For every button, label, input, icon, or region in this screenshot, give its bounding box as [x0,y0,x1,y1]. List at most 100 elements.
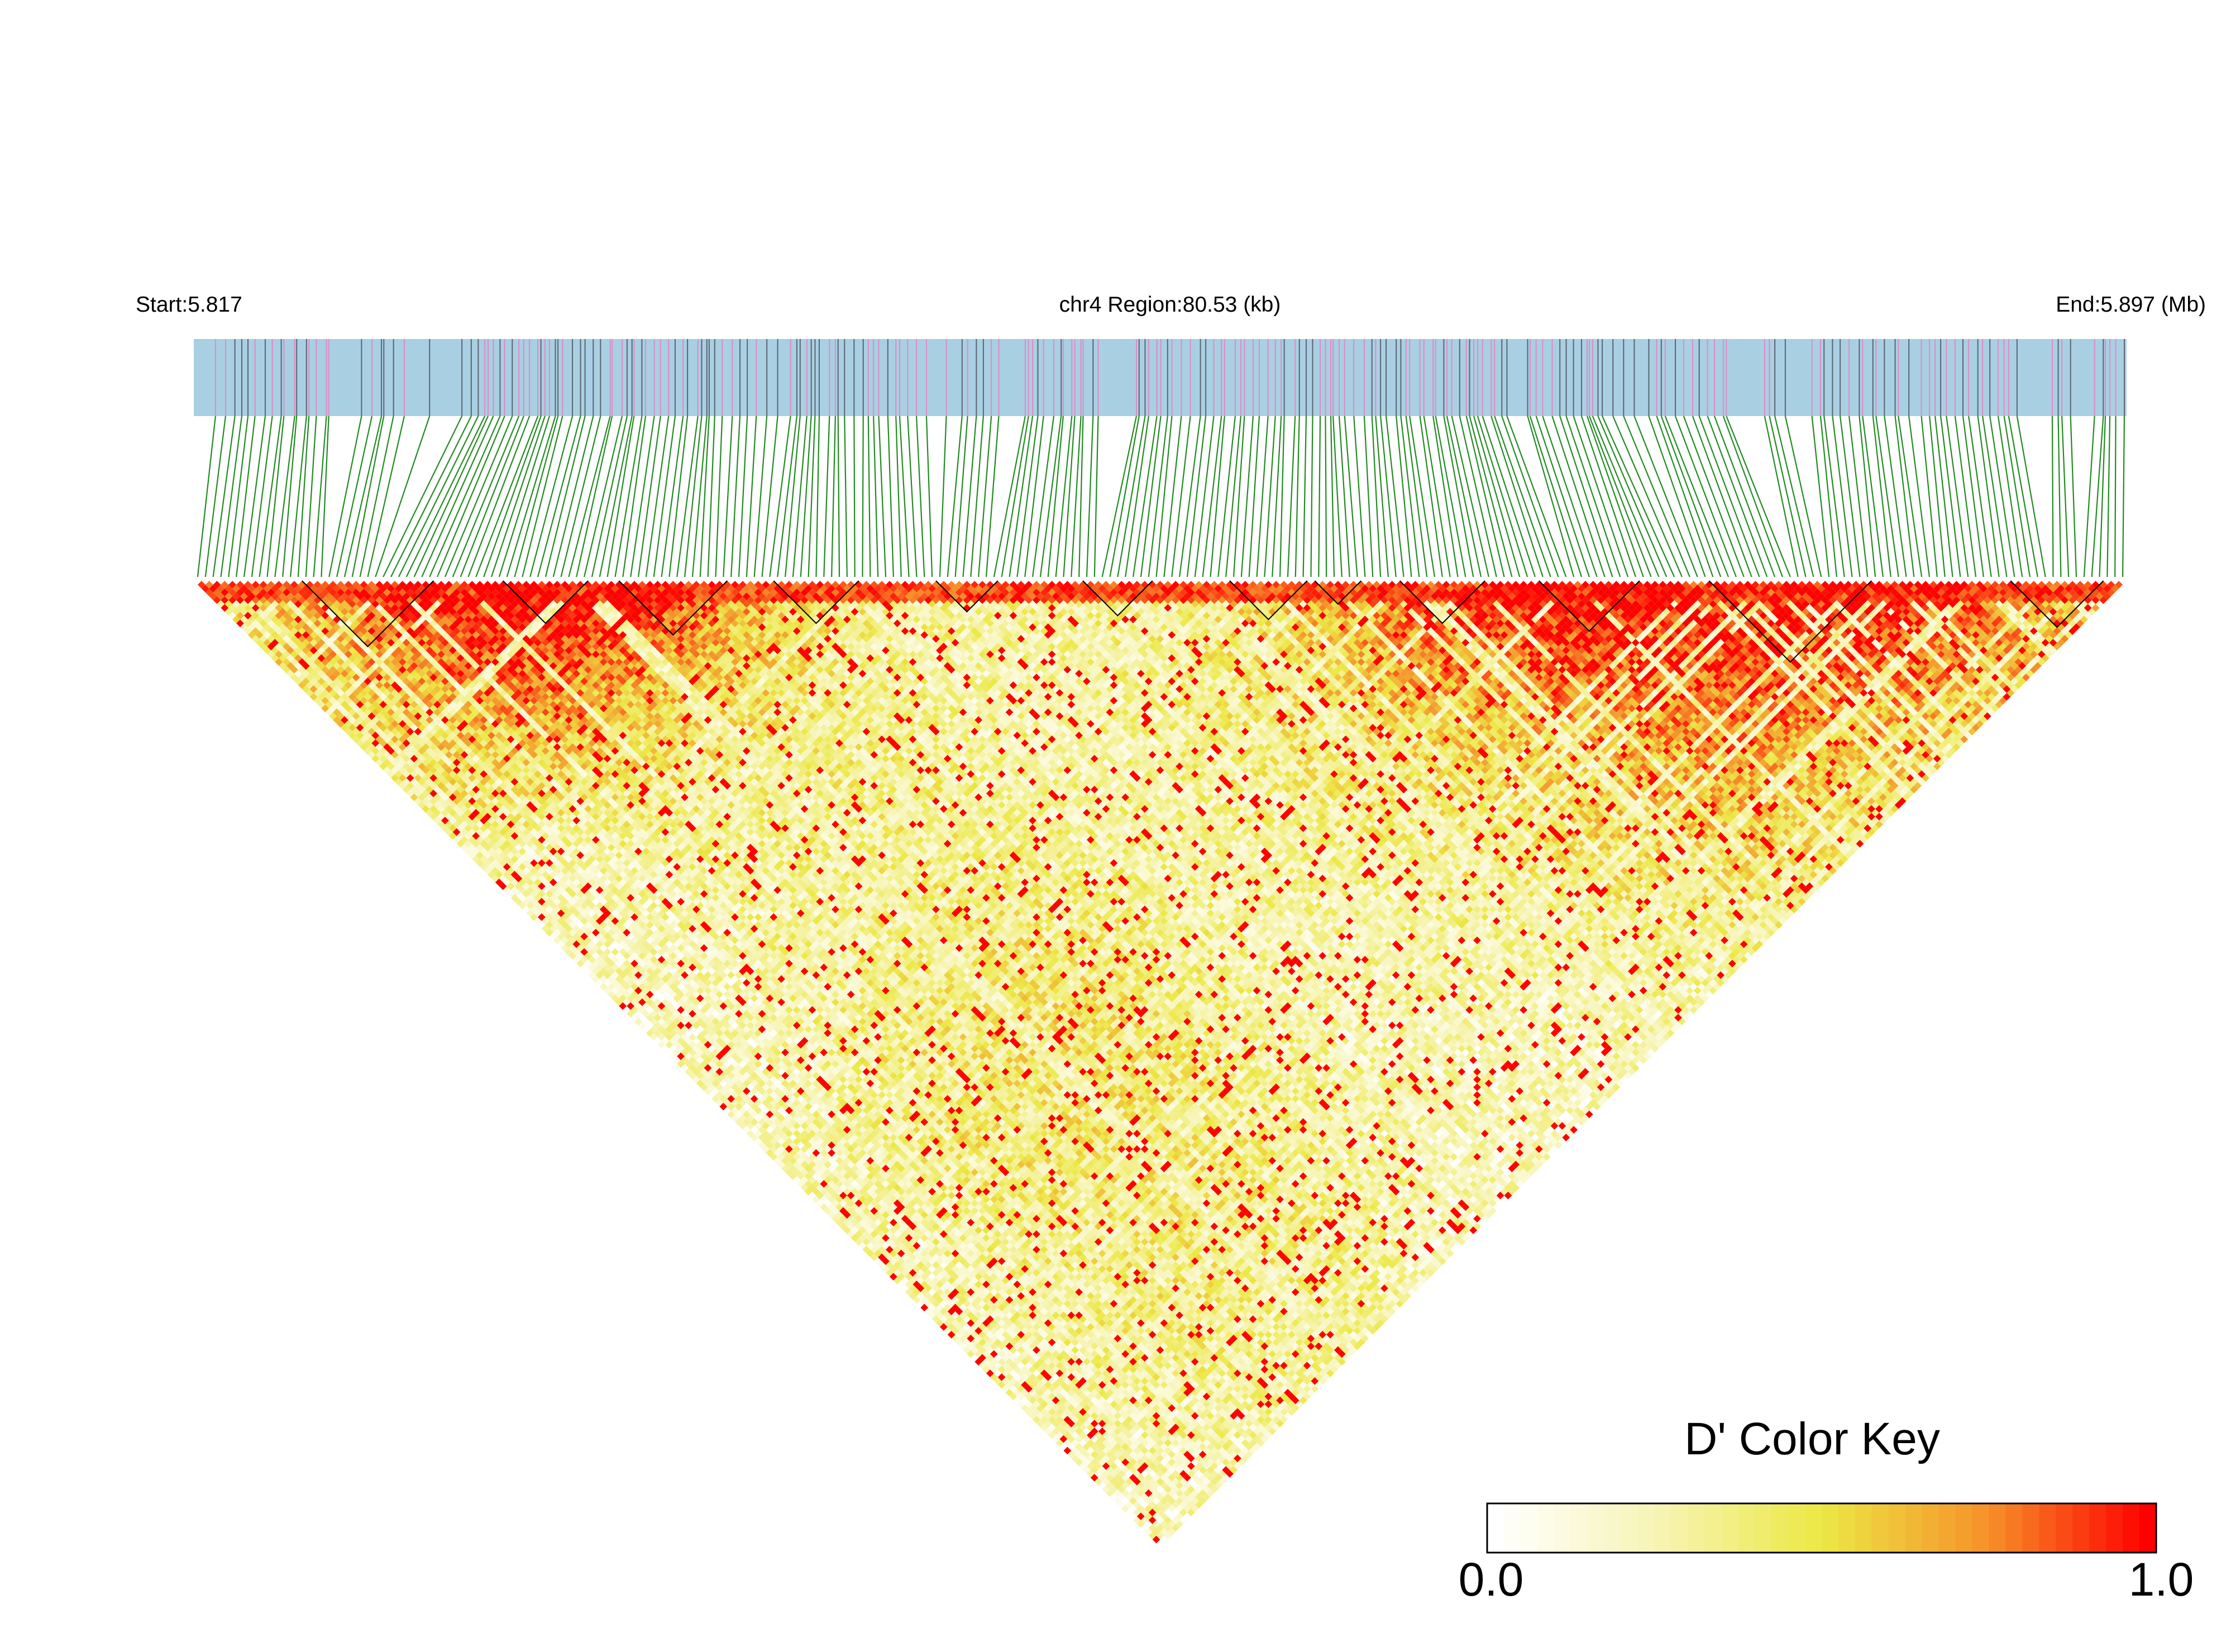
snp-connector-line [592,416,627,577]
snp-connector-line [445,416,512,577]
snp-connector-line [1110,416,1139,577]
snp-connector-line [1699,416,1760,577]
snp-connector-line [1318,416,1320,577]
snp-connector-line [1288,416,1295,577]
snp-connector-line [337,416,372,577]
snp-connector-line [731,416,740,577]
snp-connector-line [971,416,983,577]
snp-connector-line [1613,416,1682,577]
snp-connector-line [1375,416,1388,577]
snp-connector-line [1812,416,1829,577]
snp-connector-line [1364,416,1373,577]
snp-connector-line [868,416,871,577]
ld-heatmap-triangle [198,581,2123,1548]
snp-connector-line [1723,416,1783,577]
snp-connector-line [1634,416,1697,577]
snp-connector-line [1587,416,1644,577]
snp-connector-line [878,416,886,577]
snp-connector-line [1280,416,1284,577]
snp-connector-line [615,416,642,577]
snp-connector-line [1502,416,1558,577]
gene-track [194,339,2127,416]
snp-connector-line [399,416,478,577]
snp-connector-line [345,416,381,577]
snp-connector-line [1714,416,1775,577]
snp-connector-line [888,416,894,577]
snp-connector-line [963,416,976,577]
snp-connector-line [1898,416,1922,577]
snp-connector-line [2009,416,2038,577]
snp-connector-line [907,416,916,577]
snp-connector-line [1602,416,1674,577]
snp-connector-line [1507,416,1566,577]
snp-connector-line [2017,416,2046,577]
snp-connector-line [2058,416,2061,577]
snp-connector-line [437,416,505,577]
snp-connector-line [206,416,226,577]
snp-connector-line [1372,416,1380,577]
snp-connector-line [1552,416,1604,577]
gene-track-background [194,339,2127,416]
snp-connector-line [1661,416,1721,577]
snp-connector-line [1095,416,1098,577]
snp-connector-line [978,416,991,577]
snp-connector-line [1436,416,1466,577]
snp-connector-line [1895,416,1914,577]
snp-connector-line [1982,416,2007,577]
snp-connector-line [824,416,829,577]
snp-connector-line [816,416,819,577]
snp-connector-line [1922,416,1937,577]
snp-connector-line [832,416,835,577]
snp-connector-line [1693,416,1752,577]
snp-connector-line [1684,416,1744,577]
snp-connector-line [1840,416,1860,577]
snp-connector-line [1325,416,1326,577]
snp-connector-line [2107,416,2110,577]
snp-connector-line [1087,416,1093,577]
snp-connector-line [2123,416,2124,577]
snp-connector-line [948,416,962,577]
snp-connector-line [1331,416,1334,577]
snp-connector-line [1785,416,1821,577]
snp-connector-line [383,416,462,577]
snp-connector-line [1769,416,1805,577]
snp-connector-line [844,416,847,577]
snp-connector-line [360,416,394,577]
snp-connector-line [1593,416,1659,577]
snp-connector-line [896,416,901,577]
snp-connector-line [608,416,634,577]
snp-connector-line [873,416,878,577]
snp-connector-line [838,416,839,577]
snp-connector-line [940,416,947,577]
snp-connector-line [793,416,807,577]
snp-connector-line [1002,416,1029,577]
snp-connector-line [1164,416,1181,577]
snp-connector-line [1474,416,1520,577]
snp-connector-line [367,416,404,577]
snp-connector-line [1849,416,1867,577]
snp-connector-line [916,416,924,577]
snp-connector-line [429,416,500,577]
snp-connector-line [1296,416,1300,577]
snp-connector-line [1909,416,1929,577]
snp-connector-line [747,416,756,577]
snp-connector-line [739,416,747,577]
snp-connector-line [422,416,493,577]
snp-connector-line [900,416,909,577]
snp-connector-line [1303,416,1306,577]
snp-connector-line [2071,416,2076,577]
snp-connector-line [198,416,216,577]
snp-connector-line [1172,416,1190,577]
snp-connector-line [1560,416,1612,577]
snp-connector-line [986,416,999,577]
snp-connector-line [723,416,732,577]
snp-connector-line [708,416,715,577]
snp-connector-line [1444,416,1473,577]
snp-connector-line [2062,416,2068,577]
snp-connector-line [2052,416,2053,577]
snp-connector-line [1249,416,1259,577]
snp-connector-lines [198,416,2124,577]
snp-connector-line [1832,416,1852,577]
snp-connector-line [1452,416,1489,577]
